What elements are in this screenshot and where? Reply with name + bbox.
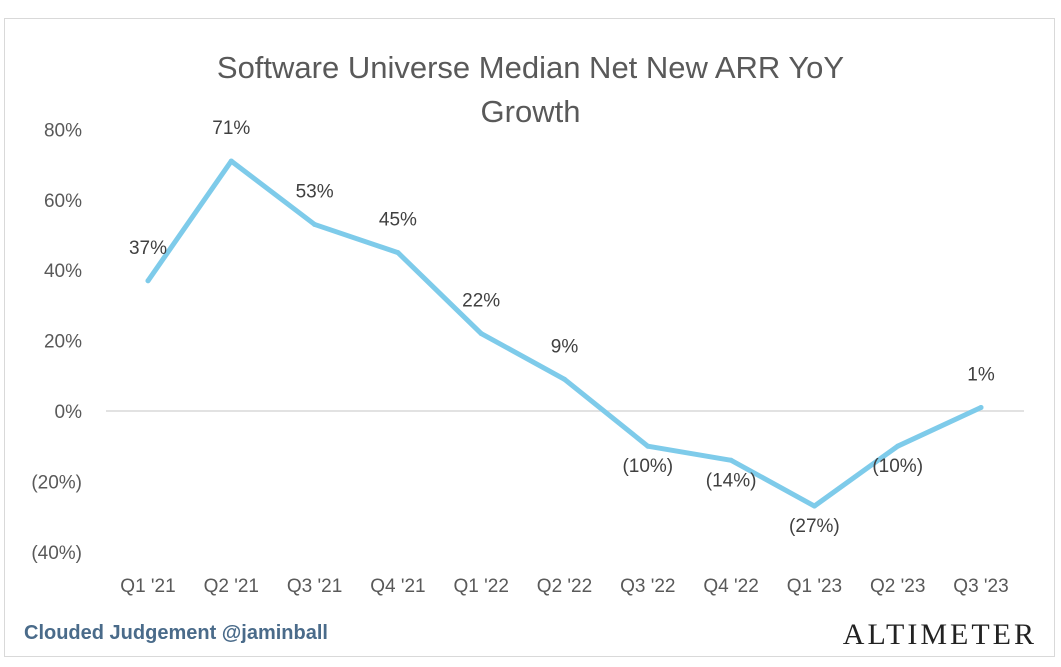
data-point	[978, 404, 984, 410]
y-tick-label: 60%	[44, 191, 82, 212]
x-tick-label: Q4 '22	[703, 576, 758, 597]
data-label: 37%	[129, 238, 167, 259]
x-tick-label: Q3 '21	[287, 576, 342, 597]
data-point	[811, 503, 817, 509]
x-tick-label: Q1 '22	[454, 576, 509, 597]
data-point	[312, 221, 318, 227]
x-tick-label: Q2 '22	[537, 576, 592, 597]
chart-title-line-2: Growth	[480, 94, 581, 129]
data-label: 22%	[462, 291, 500, 312]
x-tick-label: Q4 '21	[370, 576, 425, 597]
y-tick-label: 0%	[55, 402, 83, 423]
y-tick-label: (20%)	[31, 472, 82, 493]
data-label: 71%	[212, 118, 250, 139]
altimeter-logo: ALTIMETER	[842, 618, 1037, 651]
data-point	[728, 457, 734, 463]
x-tick-label: Q2 '23	[870, 576, 925, 597]
data-point	[145, 278, 151, 284]
data-label: (27%)	[789, 516, 840, 537]
series-line	[145, 158, 984, 509]
data-label: 45%	[379, 210, 417, 231]
data-point	[395, 250, 401, 256]
x-tick-label: Q1 '21	[120, 576, 175, 597]
y-tick-label: (40%)	[31, 543, 82, 564]
data-point	[895, 443, 901, 449]
x-tick-label: Q3 '22	[620, 576, 675, 597]
clouded-judgement-watermark: Clouded Judgement @jaminball	[24, 622, 328, 644]
data-label: (14%)	[706, 470, 757, 491]
data-point	[478, 331, 484, 337]
data-label: 9%	[551, 336, 579, 357]
x-tick-label: Q1 '23	[787, 576, 842, 597]
chart-frame	[4, 18, 1055, 657]
y-tick-label: 40%	[44, 261, 82, 282]
y-tick-label: 20%	[44, 332, 82, 353]
x-tick-label: Q2 '21	[204, 576, 259, 597]
data-point	[228, 158, 234, 164]
data-label: (10%)	[872, 456, 923, 477]
x-tick-label: Q3 '23	[953, 576, 1008, 597]
data-point	[645, 443, 651, 449]
data-label: 53%	[296, 181, 334, 202]
chart-title-line-1: Software Universe Median Net New ARR YoY	[216, 50, 845, 85]
data-label: 1%	[967, 364, 995, 385]
y-tick-label: 80%	[44, 120, 82, 141]
data-point	[562, 376, 567, 382]
data-label: (10%)	[622, 456, 673, 477]
